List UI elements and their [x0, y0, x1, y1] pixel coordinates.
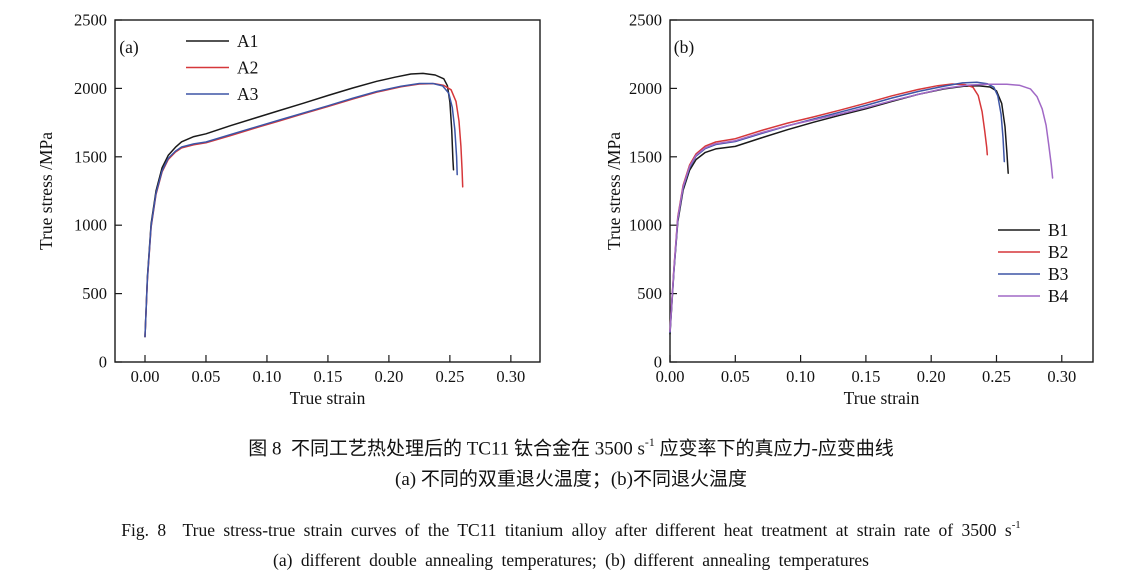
- x-axis-title: True strain: [290, 388, 366, 408]
- y-tick-label: 500: [637, 284, 662, 303]
- x-tick-label: 0.30: [496, 367, 525, 386]
- legend-label-B4: B4: [1048, 286, 1069, 306]
- chart-row: 0.00 0.05 0.10 0.15 0.20 0.25 0.30 0 500 1000 1500…: [36, 11, 1094, 408]
- caption-en-subtitle-text: (a) different double annealing temperatu…: [273, 550, 869, 571]
- x-tick-label: 0.15: [851, 367, 880, 386]
- x-tick-label: 0.10: [786, 367, 815, 386]
- caption-cn-subtitle-text: (a) 不同的双重退火温度；(b)不同退火温度: [395, 469, 747, 491]
- y-tick-label: 1000: [629, 216, 662, 235]
- legend-label-A1: A1: [237, 31, 258, 51]
- caption-cn-subtitle: (a) 不同的双重退火温度；(b)不同退火温度: [0, 464, 1142, 495]
- x-tick-label: 0.00: [131, 367, 160, 386]
- y-tick-label: 2000: [629, 79, 662, 98]
- x-tick-label: 0.25: [435, 367, 464, 386]
- x-tick-label: 0.20: [917, 367, 946, 386]
- legend-label-B2: B2: [1048, 242, 1068, 262]
- x-axis-title: True strain: [844, 388, 920, 408]
- caption-en-title-text: Fig. 8 True stress-true strain curves of…: [121, 520, 1012, 541]
- figure-caption: 图 8 不同工艺热处理后的 TC11 钛合金在 3500 s-1 应变率下的真应…: [0, 428, 1142, 575]
- x-tick-label: 0.20: [374, 367, 403, 386]
- x-tick-label: 0.30: [1047, 367, 1076, 386]
- caption-cn-title-sup: -1: [644, 435, 655, 449]
- curve-B2: [669, 83, 989, 332]
- chart-panel-b: 0.00 0.05 0.10 0.15 0.20 0.25 0.30 0 500 1000 1500…: [604, 11, 1094, 408]
- legend-label-B3: B3: [1048, 264, 1069, 284]
- panel-label: (b): [674, 37, 695, 57]
- legend-label-A3: A3: [237, 84, 259, 104]
- legend-label-B1: B1: [1048, 220, 1068, 240]
- caption-en-title-sup: -1: [1011, 519, 1021, 532]
- y-tick-label: 1500: [629, 147, 662, 166]
- plot-border: [669, 19, 1094, 363]
- y-tick-label: 2500: [74, 11, 107, 30]
- y-tick-label: 0: [654, 353, 662, 372]
- x-tick-label: 0.15: [313, 367, 342, 386]
- curve-A2: [144, 82, 464, 338]
- caption-en-title: Fig. 8 True stress-true strain curves of…: [0, 511, 1142, 545]
- caption-cn-title-text: 图 8 不同工艺热处理后的 TC11 钛合金在 3500 s: [248, 438, 645, 460]
- panel-label: (a): [119, 37, 139, 57]
- plot-border: [114, 19, 541, 363]
- curve-B3: [669, 81, 1006, 333]
- y-axis-title: True stress /MPa: [604, 132, 624, 250]
- curve-B1: [669, 84, 1009, 335]
- y-tick-label: 500: [82, 284, 107, 303]
- y-tick-label: 2500: [629, 11, 662, 30]
- caption-cn-title: 图 8 不同工艺热处理后的 TC11 钛合金在 3500 s-1 应变率下的真应…: [0, 428, 1142, 464]
- caption-en-subtitle: (a) different double annealing temperatu…: [0, 545, 1142, 575]
- chart-panel-a: 0.00 0.05 0.10 0.15 0.20 0.25 0.30 0 500 1000 1500…: [36, 11, 541, 408]
- y-tick-label: 0: [99, 353, 107, 372]
- caption-cn-title-tail: 应变率下的真应力-应变曲线: [654, 438, 894, 460]
- y-axis-title: True stress /MPa: [36, 132, 56, 250]
- x-tick-label: 0.05: [721, 367, 750, 386]
- legend-label-A2: A2: [237, 58, 258, 78]
- y-tick-label: 1500: [74, 147, 107, 166]
- x-tick-label: 0.00: [656, 367, 685, 386]
- x-tick-label: 0.25: [982, 367, 1011, 386]
- x-tick-label: 0.05: [192, 367, 221, 386]
- y-tick-label: 1000: [74, 216, 107, 235]
- curve-A3: [144, 82, 458, 338]
- curve-A1: [144, 72, 455, 338]
- y-tick-label: 2000: [74, 79, 107, 98]
- curve-B4: [669, 83, 1054, 333]
- x-tick-label: 0.10: [253, 367, 282, 386]
